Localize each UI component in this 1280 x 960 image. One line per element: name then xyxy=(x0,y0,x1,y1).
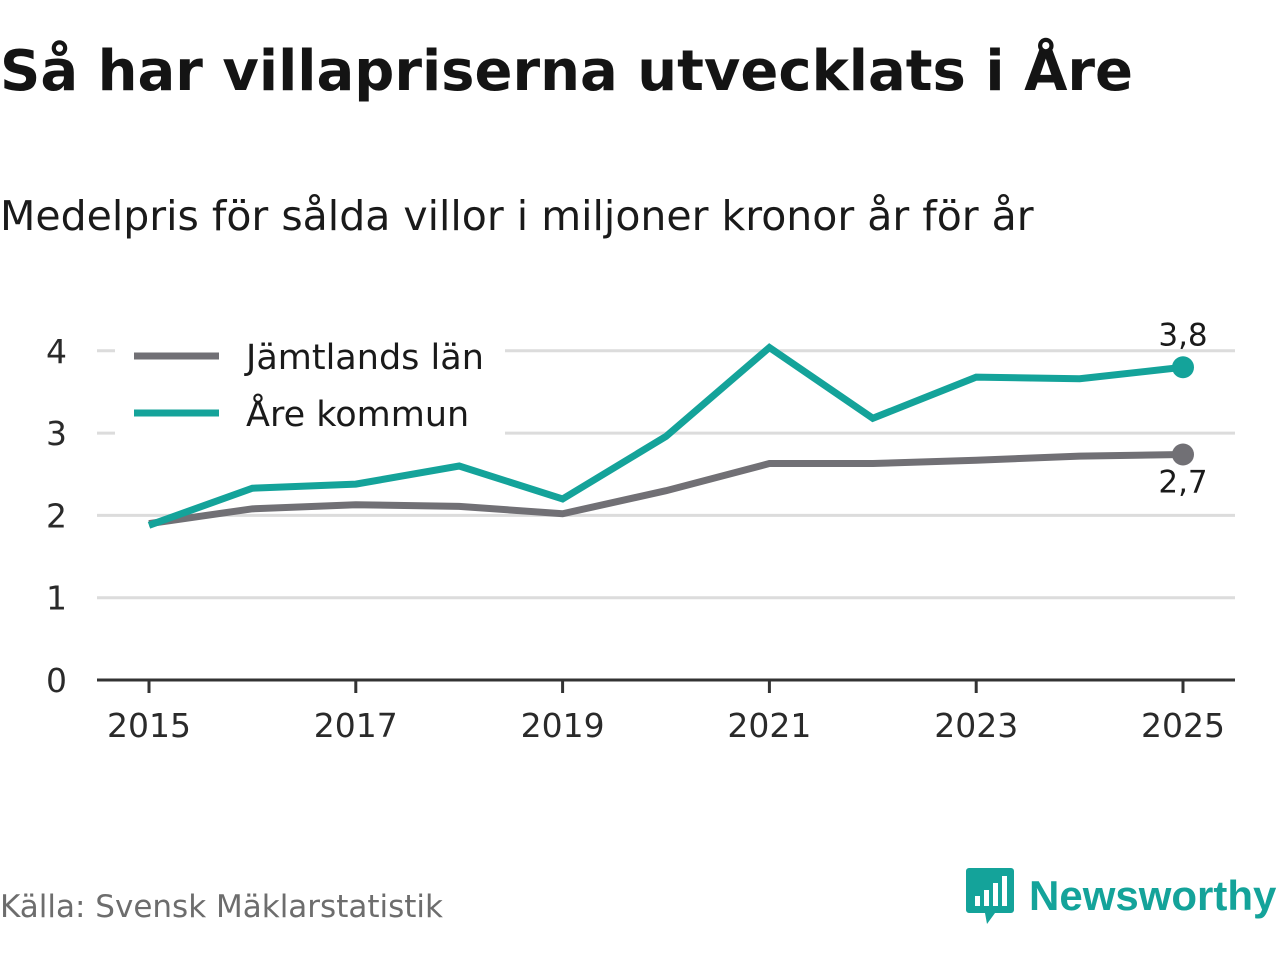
legend-label-1: Åre kommun xyxy=(246,392,469,435)
series-line-1 xyxy=(147,343,1184,529)
x-tick-label-2017: 2017 xyxy=(314,706,398,745)
x-tick-label-2019: 2019 xyxy=(521,706,605,745)
x-tick-label-2021: 2021 xyxy=(727,706,811,745)
brand-name: Newsworthy xyxy=(1029,872,1277,919)
chart-title: Så har villapriserna utvecklats i Åre xyxy=(0,39,1134,104)
series-end-label-0: 2,7 xyxy=(1158,464,1207,500)
y-tick-label-4: 4 xyxy=(46,332,67,371)
series-end-marker-1 xyxy=(1172,356,1194,379)
source-note: Källa: Svensk Mäklarstatistik xyxy=(0,889,443,925)
series-end-label-1: 3,8 xyxy=(1158,317,1207,353)
brand-logo[interactable]: Newsworthy xyxy=(965,866,1276,926)
newsworthy-logo-icon xyxy=(966,868,1014,924)
x-tick-label-2015: 2015 xyxy=(107,706,191,745)
x-tick-label-2025: 2025 xyxy=(1141,706,1225,745)
series-line-0 xyxy=(148,450,1184,528)
legend-background xyxy=(115,327,505,437)
y-tick-label-0: 0 xyxy=(46,661,67,700)
y-tick-label-3: 3 xyxy=(46,414,67,453)
y-tick-label-2: 2 xyxy=(46,496,67,535)
series-end-marker-0 xyxy=(1172,443,1194,466)
line-chart: 0 1 2 3 4 2015 2017 2019 2021 2023 2025 2,7 3,8 Jäm… xyxy=(46,317,1235,745)
chart-subtitle: Medelpris för sålda villor i miljoner kr… xyxy=(0,192,1034,240)
y-tick-label-1: 1 xyxy=(46,579,67,618)
x-tick-label-2023: 2023 xyxy=(934,706,1018,745)
legend-label-0: Jämtlands län xyxy=(244,338,484,378)
